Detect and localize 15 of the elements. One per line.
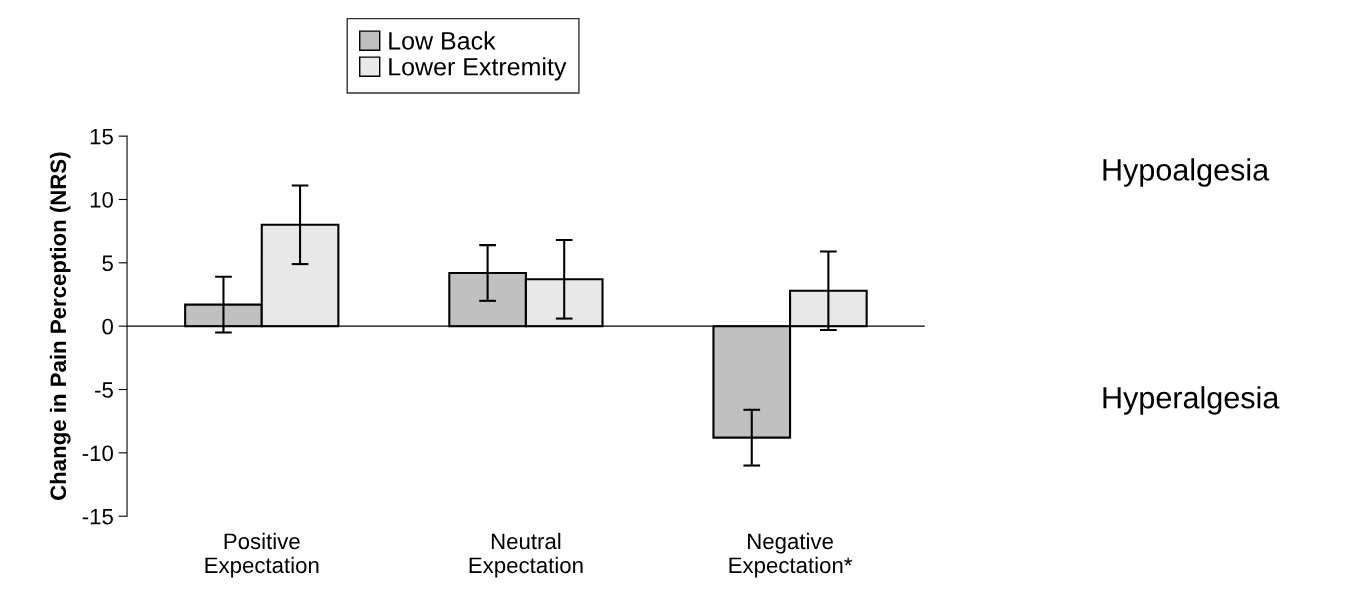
legend-label: Lower Extremity xyxy=(389,57,567,81)
y-tick-label: 0 xyxy=(102,318,113,335)
y-axis-title: Change in Pain Perception (NRS) xyxy=(49,152,71,500)
y-tick-label: -10 xyxy=(82,445,113,462)
y-tick-label: -15 xyxy=(82,508,113,525)
y-tick-label: 15 xyxy=(90,128,113,145)
y-tick-label: 10 xyxy=(90,192,113,208)
text: Hypoalgesia xyxy=(1103,158,1270,187)
legend-label: Low Back xyxy=(389,31,496,50)
y-tick-label: -5 xyxy=(95,382,113,398)
x-tick-label: Neutral Expectation xyxy=(469,532,583,578)
text: Hyperalgesia xyxy=(1103,386,1280,415)
x-tick-label: Negative Expectation* xyxy=(729,532,853,578)
x-tick-label: Positive Expectation xyxy=(205,532,319,578)
y-tick-label: 5 xyxy=(102,255,113,272)
